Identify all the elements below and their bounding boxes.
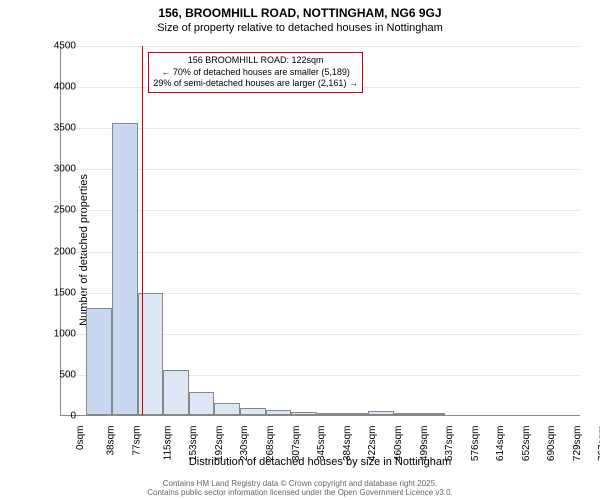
histogram-bar xyxy=(189,392,214,415)
x-tick-label: 576sqm xyxy=(470,426,481,462)
footer: Contains HM Land Registry data © Crown c… xyxy=(0,479,600,498)
x-tick-label: 537sqm xyxy=(444,426,455,462)
histogram-bar xyxy=(342,413,367,415)
y-tick-label: 1500 xyxy=(54,287,76,298)
y-tick-label: 500 xyxy=(59,369,76,380)
gridline xyxy=(61,46,580,47)
y-tick-label: 4000 xyxy=(54,82,76,93)
histogram-bar xyxy=(86,308,112,415)
x-tick-label: 77sqm xyxy=(132,426,143,456)
x-tick-label: 115sqm xyxy=(162,426,173,461)
histogram-bar xyxy=(163,370,189,415)
x-tick-label: 0sqm xyxy=(75,426,86,450)
chart-container: 156, BROOMHILL ROAD, NOTTINGHAM, NG6 9GJ… xyxy=(0,0,600,500)
x-tick-label: 230sqm xyxy=(239,426,250,462)
histogram-bar xyxy=(291,412,317,415)
x-tick-label: 307sqm xyxy=(291,426,302,462)
histogram-bar xyxy=(317,413,342,415)
x-tick-label: 153sqm xyxy=(188,426,199,462)
info-box: 156 BROOMHILL ROAD: 122sqm← 70% of detac… xyxy=(148,52,363,93)
histogram-bar xyxy=(214,403,239,415)
x-tick-label: 652sqm xyxy=(521,426,532,462)
histogram-bar xyxy=(112,123,137,415)
info-box-line: 29% of semi-detached houses are larger (… xyxy=(153,78,358,90)
gridline xyxy=(61,252,580,253)
histogram-bar xyxy=(419,413,445,415)
y-tick-label: 3000 xyxy=(54,164,76,175)
y-tick-label: 3500 xyxy=(54,123,76,134)
x-tick-label: 38sqm xyxy=(106,426,117,456)
x-tick-label: 422sqm xyxy=(367,426,378,462)
marker-line xyxy=(142,46,143,415)
histogram-bar xyxy=(394,413,419,415)
chart-title: 156, BROOMHILL ROAD, NOTTINGHAM, NG6 9GJ xyxy=(0,0,600,20)
x-tick-label: 460sqm xyxy=(393,426,404,462)
footer-line1: Contains HM Land Registry data © Crown c… xyxy=(0,479,600,489)
info-box-line: 156 BROOMHILL ROAD: 122sqm xyxy=(153,55,358,67)
y-tick-label: 1000 xyxy=(54,328,76,339)
plot-area: 156 BROOMHILL ROAD: 122sqm← 70% of detac… xyxy=(60,46,580,416)
histogram-bar xyxy=(266,410,291,415)
x-tick-label: 729sqm xyxy=(572,426,583,462)
histogram-bar xyxy=(240,408,266,415)
x-tick-label: 690sqm xyxy=(546,426,557,462)
histogram-bar xyxy=(368,411,394,415)
x-tick-label: 345sqm xyxy=(316,426,327,462)
y-tick-label: 0 xyxy=(70,411,76,422)
y-tick-label: 2000 xyxy=(54,246,76,257)
x-tick-label: 614sqm xyxy=(495,426,506,462)
gridline xyxy=(61,169,580,170)
x-tick-label: 192sqm xyxy=(214,426,225,462)
info-box-line: ← 70% of detached houses are smaller (5,… xyxy=(153,67,358,79)
x-tick-label: 384sqm xyxy=(342,426,353,462)
gridline xyxy=(61,210,580,211)
chart-subtitle: Size of property relative to detached ho… xyxy=(0,20,600,34)
footer-line2: Contains public sector information licen… xyxy=(0,488,600,498)
x-tick-label: 499sqm xyxy=(419,426,430,462)
y-tick-label: 2500 xyxy=(54,205,76,216)
x-tick-label: 268sqm xyxy=(265,426,276,462)
y-tick-label: 4500 xyxy=(54,41,76,52)
gridline xyxy=(61,128,580,129)
